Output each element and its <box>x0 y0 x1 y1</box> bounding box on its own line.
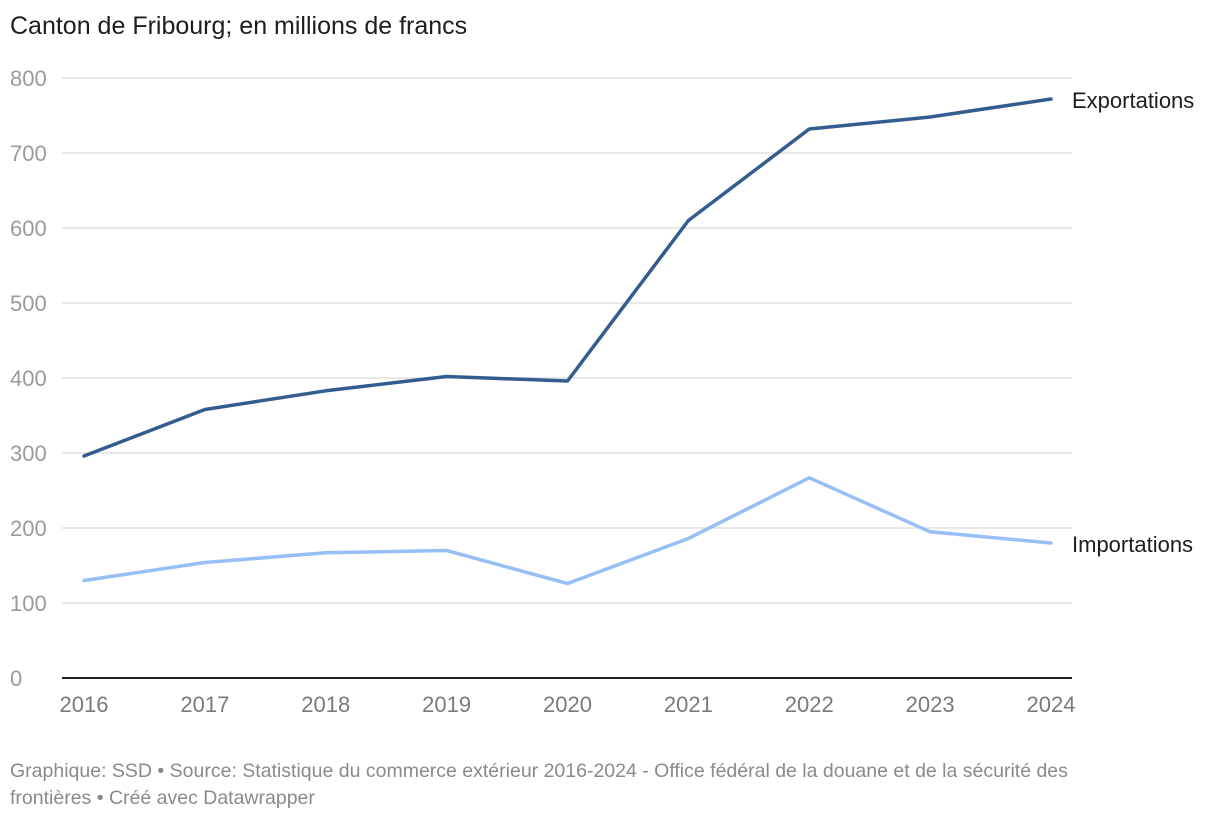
x-tick-label-2019: 2019 <box>422 692 471 717</box>
y-axis-ticks: 0 100 200 300 400 500 600 700 800 <box>10 66 47 691</box>
y-tick-label-700: 700 <box>10 141 47 166</box>
chart-title: Canton de Fribourg; en millions de franc… <box>10 12 468 40</box>
x-tick-label-2020: 2020 <box>543 692 592 717</box>
y-tick-label-500: 500 <box>10 291 47 316</box>
x-tick-label-2021: 2021 <box>664 692 713 717</box>
series-line-exportations <box>82 97 1053 458</box>
x-tick-label-2018: 2018 <box>301 692 350 717</box>
y-tick-label-200: 200 <box>10 516 47 541</box>
y-tick-label-600: 600 <box>10 216 47 241</box>
y-tick-label-400: 400 <box>10 366 47 391</box>
x-tick-label-2023: 2023 <box>906 692 955 717</box>
y-tick-label-100: 100 <box>10 591 47 616</box>
chart-footer: Graphique: SSD • Source: Statistique du … <box>10 758 1200 812</box>
footer-source-line: Graphique: SSD • Source: Statistique du … <box>10 760 1068 782</box>
x-axis-ticks: 2016 2017 2018 2019 2020 2021 2022 2023 2024 <box>60 692 1076 717</box>
x-tick-label-2024: 2024 <box>1027 692 1076 717</box>
gridlines <box>62 77 1072 679</box>
series-lines <box>82 97 1053 586</box>
series-line-importations <box>82 476 1053 586</box>
series-labels: Exportations Importations <box>1072 88 1194 557</box>
x-tick-label-2022: 2022 <box>785 692 834 717</box>
series-label-importations: Importations <box>1072 532 1193 557</box>
y-tick-label-0: 0 <box>10 666 22 691</box>
x-tick-label-2017: 2017 <box>180 692 229 717</box>
series-label-exportations: Exportations <box>1072 88 1194 113</box>
y-tick-label-800: 800 <box>10 66 47 91</box>
footer-credit-line: frontières • Créé avec Datawrapper <box>10 787 315 809</box>
y-tick-label-300: 300 <box>10 441 47 466</box>
x-tick-label-2016: 2016 <box>60 692 109 717</box>
